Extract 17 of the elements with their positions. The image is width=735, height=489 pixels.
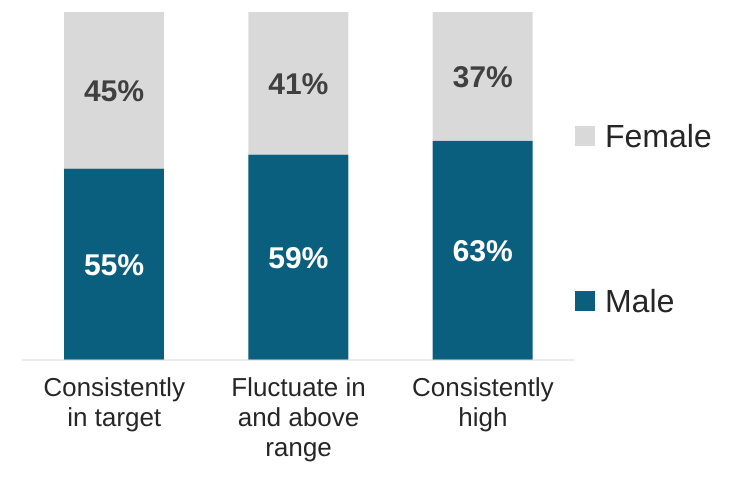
data-label: 41% — [268, 68, 328, 101]
bar — [432, 140, 533, 360]
data-label: 45% — [84, 74, 144, 108]
x-tick-label: Fluctuate in and above range — [231, 372, 366, 462]
data-label: 63% — [452, 235, 513, 268]
x-tick-label: Consistently in target — [43, 372, 185, 432]
bar — [64, 168, 164, 360]
bar — [64, 12, 164, 169]
legend-label: Female — [604, 118, 713, 154]
bar — [248, 12, 348, 155]
data-label: 55% — [84, 248, 144, 282]
bar — [432, 12, 533, 141]
data-label: 59% — [268, 242, 328, 275]
bar — [248, 154, 348, 360]
legend-label: Male — [604, 282, 676, 320]
x-tick-label: Consistently high — [412, 372, 554, 432]
data-label: 37% — [452, 61, 513, 94]
